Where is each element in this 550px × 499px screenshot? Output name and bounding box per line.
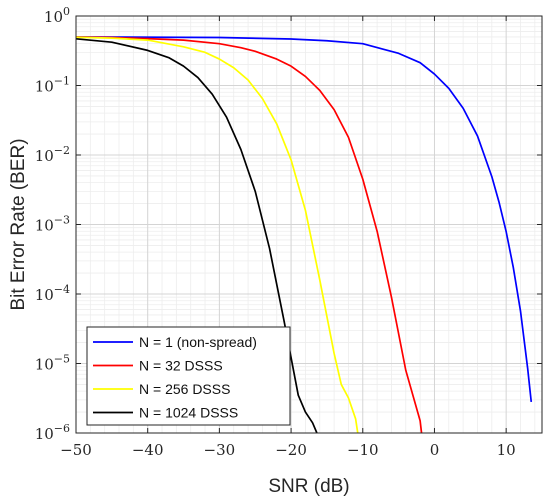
y-tick-label: 100 xyxy=(44,5,70,26)
legend-entry-label: N = 1024 DSSS xyxy=(139,405,238,421)
legend-entry-label: N = 256 DSSS xyxy=(139,381,230,397)
legend-entry-label: N = 32 DSSS xyxy=(139,358,223,374)
x-tick-label: −40 xyxy=(132,441,164,459)
legend-box xyxy=(86,326,291,426)
y-tick-label: 10−5 xyxy=(35,353,70,374)
x-tick-label: 0 xyxy=(430,441,440,459)
y-tick-label: 10−2 xyxy=(35,144,70,165)
series-line-1 xyxy=(76,36,423,433)
y-tick-label: 10−1 xyxy=(35,75,70,96)
series-line-3 xyxy=(76,37,318,433)
y-tick-label: 10−6 xyxy=(35,422,70,443)
y-tick-label: 10−4 xyxy=(35,283,70,304)
series-line-2 xyxy=(76,36,359,433)
x-tick-label: 10 xyxy=(497,441,516,459)
x-axis-label: SNR (dB) xyxy=(268,476,349,497)
y-tick-label: 10−3 xyxy=(35,214,70,235)
y-axis-label: Bit Error Rate (BER) xyxy=(8,138,29,310)
axis-ticks xyxy=(75,15,542,434)
series-line-0 xyxy=(76,36,533,403)
legend-entry-label: N = 1 (non-spread) xyxy=(139,334,257,350)
x-tick-label: −10 xyxy=(347,441,379,459)
tick-labels: −50 −40 −30 −20 −10 0 10 100 10−1 10−2 10−3 10−4 10−… xyxy=(35,5,516,459)
grid-lines xyxy=(75,15,542,434)
x-tick-label: −50 xyxy=(60,441,92,459)
x-tick-label: −20 xyxy=(275,441,307,459)
legend: N = 1 (non-spread) N = 32 DSSS N = 256 DSS… xyxy=(86,326,291,426)
data-series xyxy=(76,36,533,433)
x-tick-label: −30 xyxy=(204,441,236,459)
